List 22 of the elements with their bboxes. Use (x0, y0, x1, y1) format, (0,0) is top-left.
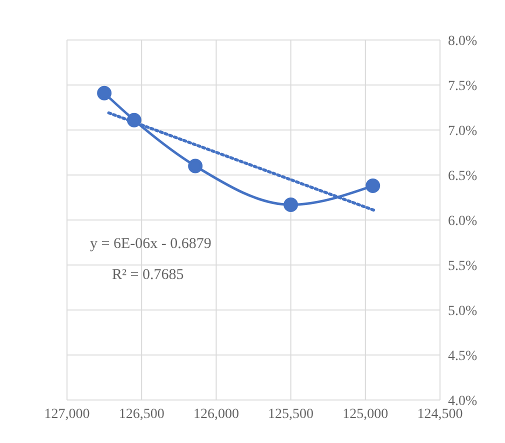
annotation: R² = 0.7685 (112, 267, 184, 284)
point (284, 197, 298, 212)
point (126, 112, 142, 128)
y-tick-label: 6.0% (448, 214, 478, 229)
y-tick-label: 5.0% (448, 304, 478, 319)
point (97, 86, 112, 100)
annotation: y = 6E-06x - 0.6879 (90, 236, 212, 253)
y-tick-label: 5.5% (448, 258, 478, 274)
y-tick-label: 4.5% (448, 348, 478, 364)
y-tick-label: 7.5% (448, 78, 478, 94)
y-tick-label: 8.0% (448, 34, 478, 49)
x-tick-label: 124,500 (417, 406, 463, 422)
x-tick-label: 125,000 (342, 406, 388, 422)
x-tick-label: 127,000 (44, 406, 90, 422)
point (366, 178, 380, 194)
x-tick-label: 126,000 (193, 406, 239, 422)
y-tick-label: 7.0% (448, 124, 478, 139)
y-tick-label: 6.5% (448, 168, 478, 184)
x-tick-label: 126,500 (118, 406, 164, 422)
point (188, 158, 203, 174)
x-tick-label: 125,500 (268, 406, 314, 422)
y-tick-label: 4.0% (448, 394, 478, 409)
